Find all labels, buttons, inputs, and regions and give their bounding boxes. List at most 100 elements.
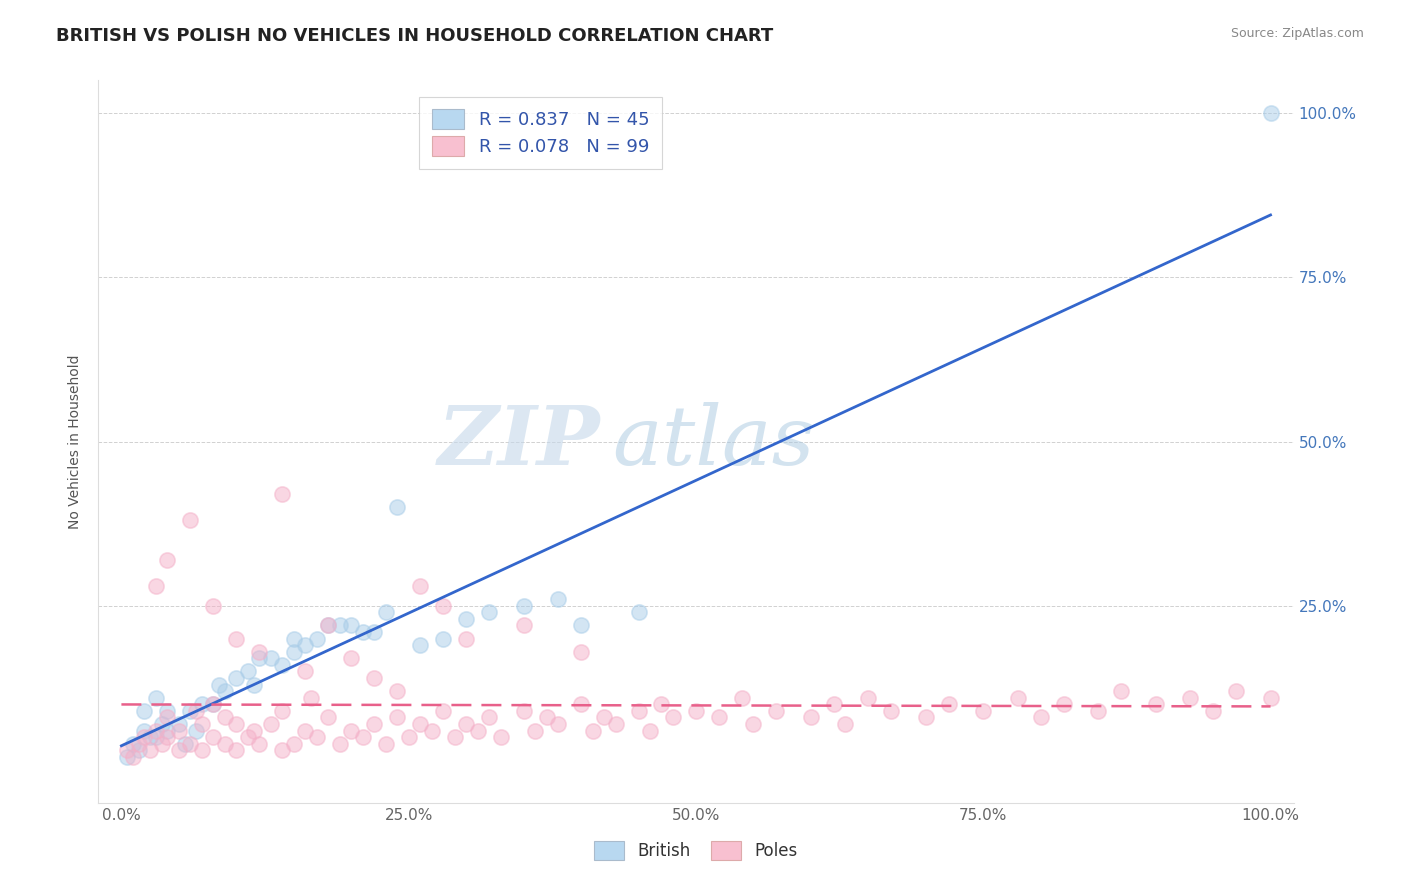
Point [467,723,489,738]
Point [547,592,569,607]
Text: atlas: atlas [613,401,814,482]
Point [823,698,845,712]
Point [173,737,195,751]
Point [283,645,305,659]
Point [536,710,558,724]
Point [374,605,396,619]
Point [184,704,207,718]
Point [122,749,145,764]
Point [352,730,374,744]
Point [191,698,214,712]
Point [236,730,259,744]
Point [432,632,454,646]
Point [271,704,294,718]
Point [650,698,672,712]
Point [569,698,592,712]
Point [432,599,454,613]
Point [115,749,138,764]
Point [167,717,190,731]
Text: ZIP: ZIP [437,401,600,482]
Point [156,553,179,567]
Point [179,513,201,527]
Point [202,698,225,712]
Point [316,618,339,632]
Point [329,618,352,632]
Point [271,487,294,501]
Point [385,710,409,724]
Point [202,730,225,744]
Point [627,605,650,619]
Point [638,723,661,738]
Point [115,743,138,757]
Point [707,710,730,724]
Point [456,612,478,626]
Point [202,599,225,613]
Point [134,730,156,744]
Point [443,730,465,744]
Point [512,704,534,718]
Point [524,723,547,738]
Point [374,737,396,751]
Point [1225,684,1247,698]
Point [283,737,305,751]
Point [352,625,374,640]
Point [184,723,207,738]
Point [329,737,352,751]
Point [128,737,150,751]
Point [363,717,385,731]
Point [299,690,322,705]
Point [800,710,823,724]
Point [340,651,363,665]
Point [569,618,592,632]
Point [432,704,454,718]
Point [1053,698,1076,712]
Point [547,717,569,731]
Point [627,704,650,718]
Point [139,743,162,757]
Point [156,723,179,738]
Point [1007,690,1029,705]
Point [145,579,167,593]
Point [316,618,339,632]
Point [145,723,167,738]
Point [512,599,534,613]
Point [409,579,432,593]
Legend: British, Poles: British, Poles [588,835,804,867]
Point [247,737,270,751]
Point [179,704,201,718]
Point [1260,690,1282,705]
Point [409,638,432,652]
Point [765,704,787,718]
Point [283,632,305,646]
Text: BRITISH VS POLISH NO VEHICLES IN HOUSEHOLD CORRELATION CHART: BRITISH VS POLISH NO VEHICLES IN HOUSEHO… [56,27,773,45]
Point [236,665,259,679]
Point [456,632,478,646]
Point [294,665,316,679]
Point [271,743,294,757]
Point [409,717,432,731]
Point [363,625,385,640]
Point [214,737,236,751]
Point [489,730,512,744]
Point [685,704,707,718]
Point [593,710,616,724]
Point [340,723,363,738]
Point [260,717,283,731]
Point [305,632,328,646]
Point [179,737,201,751]
Point [134,704,156,718]
Point [569,645,592,659]
Point [1144,698,1167,712]
Point [1260,106,1282,120]
Point [167,743,190,757]
Point [1202,704,1225,718]
Point [972,704,994,718]
Point [122,737,145,751]
Point [128,743,150,757]
Point [225,743,247,757]
Point [914,710,936,724]
Point [742,717,765,731]
Point [478,605,501,619]
Point [139,730,162,744]
Point [398,730,420,744]
